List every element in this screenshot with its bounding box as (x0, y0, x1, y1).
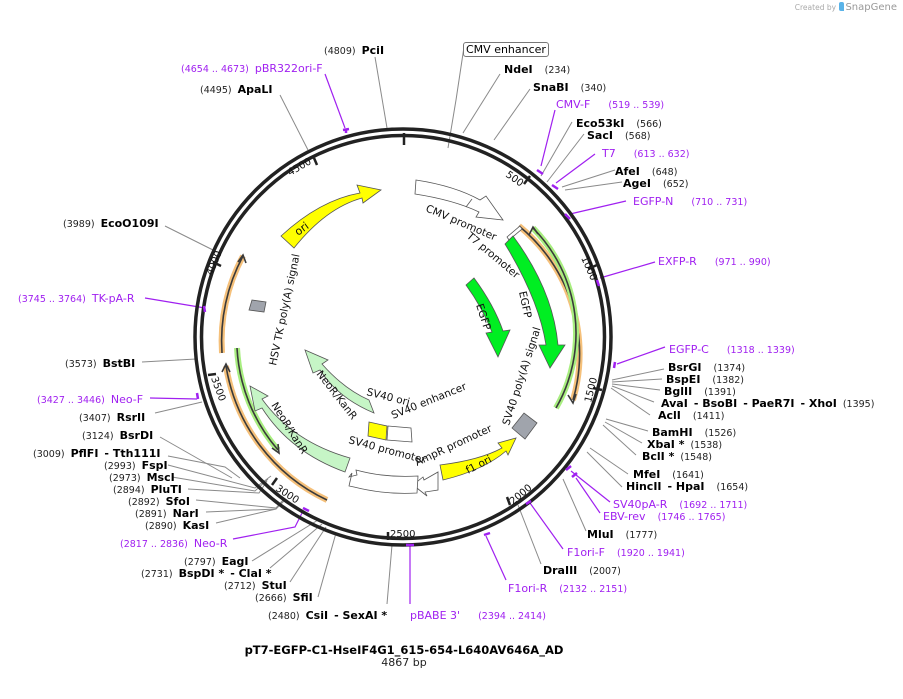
plasmid-name: pT7-EGFP-C1-HseIF4G1_615-654-L640AV646A_… (244, 643, 564, 657)
enzyme-pluti[interactable]: (2894) PluTI (113, 483, 182, 496)
enzyme-stui[interactable]: (2712) StuI (224, 579, 287, 592)
primer-f1ori-f[interactable]: F1ori-F (1920 .. 1941) (567, 546, 685, 559)
enzyme-bspdi[interactable]: (2731) BspDI * - ClaI * (141, 567, 272, 580)
enzyme-avai[interactable]: AvaI - BsoBI - PaeR7I - XhoI (1395) (661, 397, 875, 410)
feature-sv40-promoter (348, 469, 419, 494)
enzyme-draiii[interactable]: DraIII (2007) (543, 564, 621, 577)
orf-arcs (218, 223, 583, 503)
enzyme-sfii[interactable]: (2666) SfiI (255, 591, 313, 604)
feature-t7-promoter (506, 225, 523, 241)
primer-cmv-f[interactable]: CMV-F (519 .. 539) (556, 98, 665, 111)
primer-egfp-n[interactable]: EGFP-N (710 .. 731) (633, 195, 748, 208)
enzyme-kasi[interactable]: (2890) KasI (145, 519, 210, 532)
enzyme-ecoo109i[interactable]: (3989) EcoO109I (63, 217, 159, 230)
primer-t7[interactable]: T7 (613 .. 632) (602, 147, 690, 160)
enzyme-bcli[interactable]: BclI * (1548) (642, 450, 712, 463)
enzyme-pcii[interactable]: (4809) PciI (324, 44, 385, 57)
enzyme-acli[interactable]: AclI (1411) (658, 409, 725, 422)
primer-tk-pa-r[interactable]: (3745 .. 3764) TK-pA-R (18, 292, 135, 305)
enzyme-hincii[interactable]: HincII - HpaI (1654) (626, 480, 749, 493)
feature-sv40-ori (367, 421, 388, 441)
enzyme-eco53ki[interactable]: Eco53kI (566) (576, 117, 662, 130)
enzyme-agei[interactable]: AgeI (652) (623, 177, 689, 190)
primer-pbabe3[interactable]: pBABE 3' (2394 .. 2414) (410, 609, 546, 622)
enzyme-apali[interactable]: (4495) ApaLI (200, 83, 273, 96)
feature-sv40-polya (511, 412, 538, 440)
primer-sv40pa-r[interactable]: SV40pA-R (1692 .. 1711) (613, 498, 748, 511)
enzyme-pflfi[interactable]: (3009) PflFI - Tth111I (33, 447, 161, 460)
enzyme-bsrgi[interactable]: BsrGI (1374) (668, 361, 746, 374)
feature-ampr-promoter (412, 471, 439, 497)
backbone-outer-ring (193, 127, 613, 547)
enzyme-rsrii[interactable]: (3407) RsrII (79, 411, 146, 424)
plasmid-length: 4867 bp (381, 656, 427, 669)
enzyme-leader-lines (141, 46, 665, 605)
enzyme-csii[interactable]: (2480) CsiI - SexAI * (268, 609, 388, 622)
feature-label-egfp-outer: EGFP (516, 290, 533, 319)
primer-ebv-rev[interactable]: EBV-rev (1746 .. 1765) (603, 510, 726, 523)
enzyme-msci[interactable]: (2973) MscI (109, 471, 175, 484)
feature-ori (280, 184, 382, 249)
enzyme-fspi[interactable]: (2993) FspI (104, 459, 168, 472)
feature-label-hsv-tk-polya: HSV TK poly(A) signal (267, 253, 302, 367)
enzyme-xbai[interactable]: XbaI * (1538) (647, 438, 723, 451)
feature-neor-outer (249, 385, 351, 473)
primer-exfp-r[interactable]: EXFP-R (971 .. 990) (658, 255, 771, 268)
enzyme-eagi[interactable]: (2797) EagI (184, 555, 249, 568)
primer-marks (195, 127, 617, 547)
enzyme-sfoi[interactable]: (2892) SfoI (128, 495, 190, 508)
enzyme-mlui[interactable]: MluI (1777) (587, 528, 658, 541)
enzyme-mfei[interactable]: MfeI (1641) (633, 468, 704, 481)
feature-cmv-promoter (414, 179, 504, 221)
enzyme-saci[interactable]: SacI (568) (587, 129, 651, 142)
feature-f1-ori (439, 437, 517, 481)
tick-label-4000: 4000 (205, 249, 225, 277)
primer-neo-f[interactable]: (3427 .. 3446) Neo-F (37, 393, 144, 406)
snapgene-logo-icon (839, 2, 845, 11)
feature-hsv-tk-polya (248, 299, 267, 313)
primer-pbr322ori-f[interactable]: (4654 .. 4673) pBR322ori-F (181, 62, 323, 75)
primer-egfp-c[interactable]: EGFP-C (1318 .. 1339) (669, 343, 795, 356)
feature-shapes (248, 179, 566, 497)
primer-f1ori-r[interactable]: F1ori-R (2132 .. 2151) (508, 582, 628, 595)
enzyme-bspei[interactable]: BspEI (1382) (666, 373, 745, 386)
tick-marks (207, 133, 603, 540)
enzyme-bamhi[interactable]: BamHI (1526) (652, 426, 737, 439)
enzyme-bglii[interactable]: BglII (1391) (664, 385, 736, 398)
feature-egfp-inner (465, 277, 511, 358)
feature-sv40-enhancer (386, 425, 413, 443)
enzyme-snabi[interactable]: SnaBI (340) (533, 81, 607, 94)
enzyme-nari[interactable]: (2891) NarI (135, 507, 199, 520)
feature-egfp-outer (504, 235, 566, 369)
tick-label-4500: 4500 (286, 156, 314, 178)
feature-label-cmv-enhancer: CMV enhancer (463, 42, 549, 57)
primer-neo-r[interactable]: (2817 .. 2836) Neo-R (120, 537, 228, 550)
enzyme-bsrdi[interactable]: (3124) BsrDI (82, 429, 154, 442)
enzyme-ndei[interactable]: NdeI (234) (504, 63, 571, 76)
snapgene-credit: Created by SnapGene (794, 2, 897, 13)
feature-neor-inner (304, 349, 375, 414)
feature-label-sv40-polya: SV40 poly(A) signal (500, 326, 543, 427)
tick-label-2500: 2500 (390, 529, 415, 540)
enzyme-bstbi[interactable]: (3573) BstBI (65, 357, 136, 370)
enzyme-afei[interactable]: AfeI (648) (615, 165, 678, 178)
